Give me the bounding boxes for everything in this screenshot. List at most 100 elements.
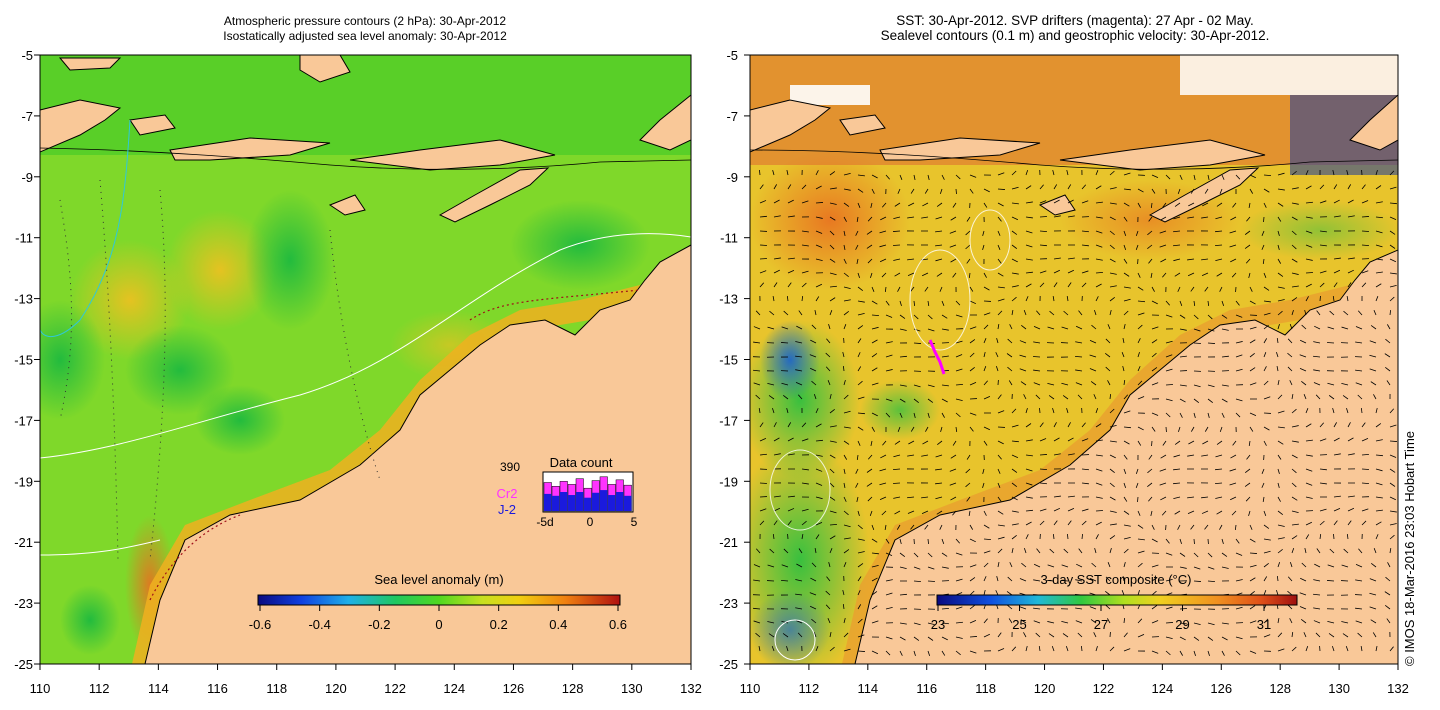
velocity-arrow xyxy=(829,548,833,554)
velocity-arrow xyxy=(843,496,847,502)
velocity-arrow xyxy=(894,272,901,277)
velocity-arrow xyxy=(1287,366,1293,372)
velocity-arrow xyxy=(1347,257,1355,260)
velocity-arrow xyxy=(1287,604,1293,610)
velocity-arrow xyxy=(871,367,878,372)
velocity-arrow xyxy=(1287,590,1293,596)
right-x-tick-label: 132 xyxy=(1387,681,1409,696)
velocity-arrow xyxy=(787,453,795,456)
velocity-arrow xyxy=(759,270,767,274)
right-y-tick-label: -13 xyxy=(719,292,738,307)
velocity-arrow xyxy=(997,298,1005,302)
velocity-arrow xyxy=(1075,369,1083,372)
velocity-arrow xyxy=(870,202,873,209)
velocity-arrow xyxy=(1061,326,1069,330)
velocity-arrow xyxy=(1173,244,1181,247)
right-x-tick-label: 110 xyxy=(740,681,761,696)
velocity-arrow xyxy=(1249,174,1256,179)
velocity-arrow xyxy=(1075,325,1083,330)
velocity-arrow xyxy=(1263,286,1270,291)
velocity-arrow xyxy=(1231,272,1237,278)
velocity-arrow xyxy=(1263,352,1267,358)
velocity-arrow xyxy=(1263,550,1271,554)
data-count-tick: -5d xyxy=(536,515,553,529)
velocity-arrow xyxy=(1109,496,1116,501)
velocity-arrow xyxy=(1221,412,1225,418)
velocity-arrow xyxy=(1137,366,1141,372)
velocity-arrow xyxy=(899,552,906,557)
velocity-arrow xyxy=(881,510,887,516)
velocity-arrow xyxy=(968,510,971,517)
velocity-arrow xyxy=(1109,535,1116,540)
velocity-arrow xyxy=(1361,520,1367,526)
velocity-arrow xyxy=(996,337,999,344)
velocity-arrow xyxy=(1375,271,1383,274)
velocity-arrow xyxy=(952,202,957,208)
velocity-arrow xyxy=(1091,562,1097,568)
velocity-arrow xyxy=(1333,257,1341,260)
velocity-arrow xyxy=(1355,620,1363,624)
velocity-arrow xyxy=(1389,296,1395,302)
velocity-arrow xyxy=(871,286,875,292)
velocity-arrow xyxy=(1357,632,1363,638)
velocity-arrow xyxy=(997,410,1005,414)
data-count-bar-mission-2 xyxy=(608,495,616,511)
velocity-arrow xyxy=(1033,563,1041,568)
data-count-tick: 0 xyxy=(587,515,594,529)
velocity-arrow xyxy=(1361,508,1369,512)
velocity-arrow xyxy=(1347,184,1352,190)
velocity-arrow xyxy=(1216,272,1223,277)
velocity-arrow xyxy=(952,440,957,446)
velocity-arrow xyxy=(786,295,789,302)
velocity-arrow xyxy=(811,324,817,330)
right-y-tick-label: -21 xyxy=(719,535,738,550)
velocity-arrow xyxy=(1179,538,1182,544)
velocity-arrow xyxy=(843,324,847,330)
velocity-arrow xyxy=(1369,368,1377,372)
velocity-arrow xyxy=(1316,310,1321,316)
velocity-arrow xyxy=(1289,380,1293,386)
velocity-arrow xyxy=(983,589,986,596)
velocity-arrow xyxy=(955,354,963,358)
velocity-arrow xyxy=(966,454,971,460)
velocity-arrow xyxy=(871,565,879,568)
velocity-arrow xyxy=(1361,216,1369,218)
velocity-arrow xyxy=(1291,170,1297,176)
velocity-arrow xyxy=(1137,590,1140,596)
velocity-arrow xyxy=(1235,174,1241,180)
velocity-arrow xyxy=(884,286,887,293)
velocity-arrow xyxy=(899,398,906,403)
velocity-arrow xyxy=(1287,338,1293,344)
left-x-tick-label: 126 xyxy=(503,681,525,696)
velocity-arrow xyxy=(1165,650,1171,656)
cyan-contour xyxy=(40,119,131,338)
right-x-tick-label: 128 xyxy=(1269,681,1291,696)
velocity-arrow xyxy=(1289,618,1293,624)
velocity-arrow xyxy=(1277,632,1283,638)
velocity-arrow xyxy=(1277,230,1280,237)
velocity-arrow xyxy=(795,355,803,358)
velocity-arrow xyxy=(1329,548,1335,554)
velocity-arrow xyxy=(955,552,963,556)
velocity-arrow xyxy=(1095,216,1103,219)
velocity-arrow xyxy=(753,326,761,330)
velocity-arrow xyxy=(1299,354,1307,358)
velocity-arrow xyxy=(1162,272,1167,278)
sla-low-anomaly xyxy=(245,190,335,330)
data-count-tick: 5 xyxy=(631,515,638,529)
velocity-arrow xyxy=(1249,524,1253,530)
velocity-arrow xyxy=(1095,408,1099,414)
velocity-arrow xyxy=(893,230,901,232)
velocity-arrow xyxy=(1151,326,1159,330)
left-x-tick-label: 112 xyxy=(89,681,110,696)
velocity-arrow xyxy=(1039,270,1047,274)
velocity-arrow xyxy=(843,299,851,302)
velocity-arrow xyxy=(815,258,823,261)
velocity-arrow xyxy=(969,426,974,432)
right-y-tick-label: -7 xyxy=(726,109,738,124)
velocity-arrow xyxy=(1047,564,1055,568)
velocity-arrow xyxy=(1137,550,1145,554)
velocity-arrow xyxy=(1375,534,1379,540)
velocity-arrow xyxy=(1261,468,1265,474)
velocity-arrow xyxy=(1033,620,1041,624)
